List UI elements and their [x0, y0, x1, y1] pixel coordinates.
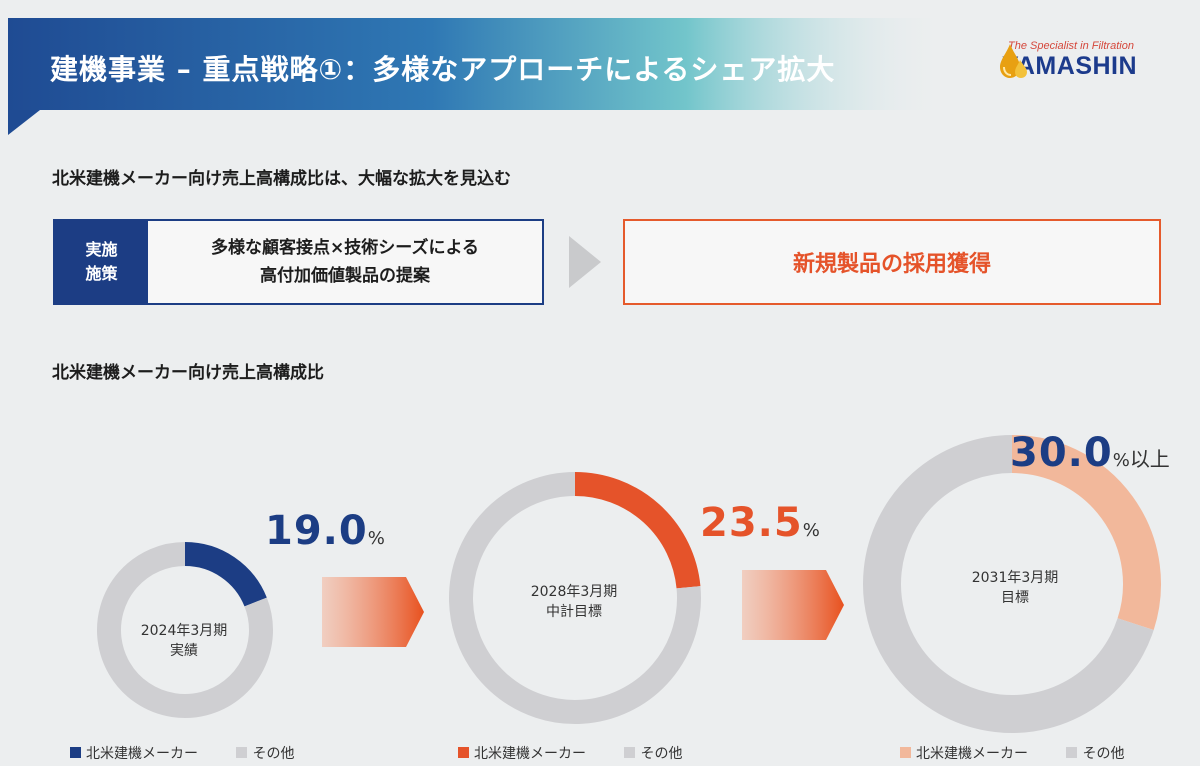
share-number: 30.0: [1010, 430, 1113, 476]
page-title: 建機事業 – 重点戦略①：多様なアプローチによるシェア拡大: [50, 53, 836, 86]
legend-2024: 北米建機メーカー その他: [70, 743, 294, 763]
logo-tagline: The Specialist in Filtration: [1008, 40, 1134, 52]
legend-label: その他: [1082, 746, 1125, 762]
measures-box: 実施 施策 多様な顧客接点×技術シーズによる 高付加価値製品の提案: [53, 219, 544, 305]
legend-item: 北米建機メーカー: [458, 746, 586, 762]
legend-swatch: [900, 747, 911, 758]
header-banner: 建機事業 – 重点戦略①：多様なアプローチによるシェア拡大 The Specia…: [0, 0, 1200, 135]
donut-slice-2028-north-america: [574, 472, 701, 589]
donut-slice-2024-other: [97, 542, 273, 718]
share-number: 23.5: [700, 500, 803, 546]
progress-arrow-2: [742, 570, 844, 640]
share-value-2031: 30.0%以上: [1010, 430, 1170, 476]
legend-swatch: [236, 747, 248, 758]
legend-item: 北米建機メーカー: [900, 746, 1028, 762]
legend-2028: 北米建機メーカー その他: [458, 743, 682, 763]
share-unit: %: [1112, 450, 1130, 471]
legend-label: 北米建機メーカー: [86, 746, 198, 762]
yamashin-logo: The Specialist in Filtration YAMASHIN: [996, 38, 1166, 88]
share-number: 19.0: [265, 508, 368, 554]
share-value-2024: 19.0%: [265, 508, 385, 554]
share-value-2028: 23.5%: [700, 500, 820, 546]
donut-center-label-2031: 2031年3月期 目標: [971, 570, 1059, 606]
legend-item: その他: [624, 746, 682, 762]
donut-center-label-2028: 2028年3月期 中計目標: [530, 584, 618, 620]
section-heading-composition: 北米建機メーカー向け売上高構成比: [52, 363, 324, 383]
legend-label: 北米建機メーカー: [474, 746, 586, 762]
section-heading-forecast: 北米建機メーカー向け売上高構成比は、大幅な拡大を見込む: [52, 169, 511, 189]
legend-item: その他: [1066, 746, 1124, 762]
legend-item: 北米建機メーカー: [70, 746, 198, 762]
legend-swatch: [70, 747, 81, 758]
donut-slice-2024-north-america: [184, 542, 267, 607]
chevron-right-icon: [569, 236, 601, 288]
legend-swatch: [624, 747, 636, 758]
legend-swatch: [1066, 747, 1078, 758]
donut-slice-2031-other: [863, 435, 1154, 733]
progress-arrow-1: [322, 577, 424, 647]
legend-label: 北米建機メーカー: [916, 746, 1028, 762]
measures-text: 多様な顧客接点×技術シーズによる 高付加価値製品の提案: [211, 238, 479, 286]
legend-label: その他: [640, 746, 683, 762]
legend-swatch: [458, 747, 469, 758]
oil-drop-icon: [1000, 44, 1027, 78]
share-suffix: 以上: [1129, 447, 1170, 471]
measures-label: 実施 施策: [55, 221, 148, 303]
donut-center-label-2024: 2024年3月期 実績: [140, 623, 228, 659]
result-box: 新規製品の採用獲得: [623, 219, 1161, 305]
legend-label: その他: [252, 746, 295, 762]
donut-slice-2028-other: [449, 472, 701, 724]
share-unit: %: [802, 520, 820, 541]
share-unit: %: [367, 528, 385, 549]
legend-2031: 北米建機メーカー その他: [900, 743, 1124, 763]
header-background: [8, 18, 950, 135]
donut-slice-2031-north-america: [1011, 435, 1161, 631]
legend-item: その他: [236, 746, 294, 762]
